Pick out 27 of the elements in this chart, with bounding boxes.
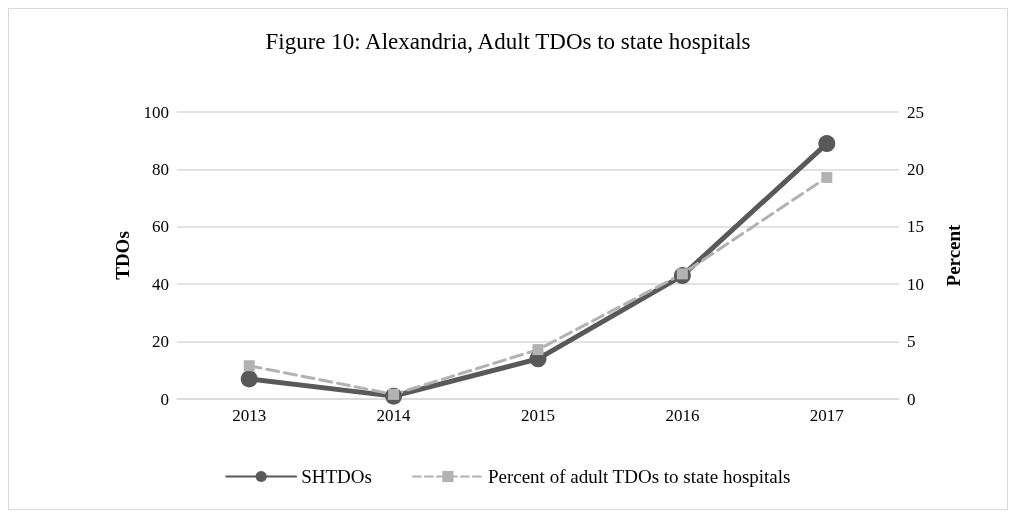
y2-tick-label: 25 [907,102,924,122]
x-tick-label: 2017 [809,406,845,425]
y-axis-title: TDOs [112,231,133,280]
x-tick-label: 2015 [521,406,555,425]
x-tick-label: 2013 [232,406,267,425]
x-tick-label: 2014 [376,406,412,425]
point [818,135,836,153]
y2-tick-label: 10 [907,274,924,294]
point [243,360,255,372]
legend-label: Percent of adult TDOs to state hospitals [487,466,791,487]
legend-label: SHTDOs [301,466,372,487]
y2-tick-label: 20 [907,159,924,179]
y-tick-label: 0 [160,389,169,409]
point [240,370,258,388]
point [532,344,544,356]
chart-title: Figure 10: Alexandria, Adult TDOs to state hospitals [265,29,751,54]
y-tick-label: 60 [152,217,169,237]
y2-axis-title: Percent [943,223,964,287]
y-tick-label: 40 [152,274,169,294]
y-tick-label: 80 [152,159,169,179]
y-tick-label: 20 [152,332,169,352]
x-tick-label: 2016 [665,406,700,425]
y2-tick-label: 0 [907,389,916,409]
y-tick-label: 100 [143,102,169,122]
y2-tick-label: 15 [907,217,924,237]
point [821,171,833,183]
y2-tick-label: 5 [907,332,916,352]
